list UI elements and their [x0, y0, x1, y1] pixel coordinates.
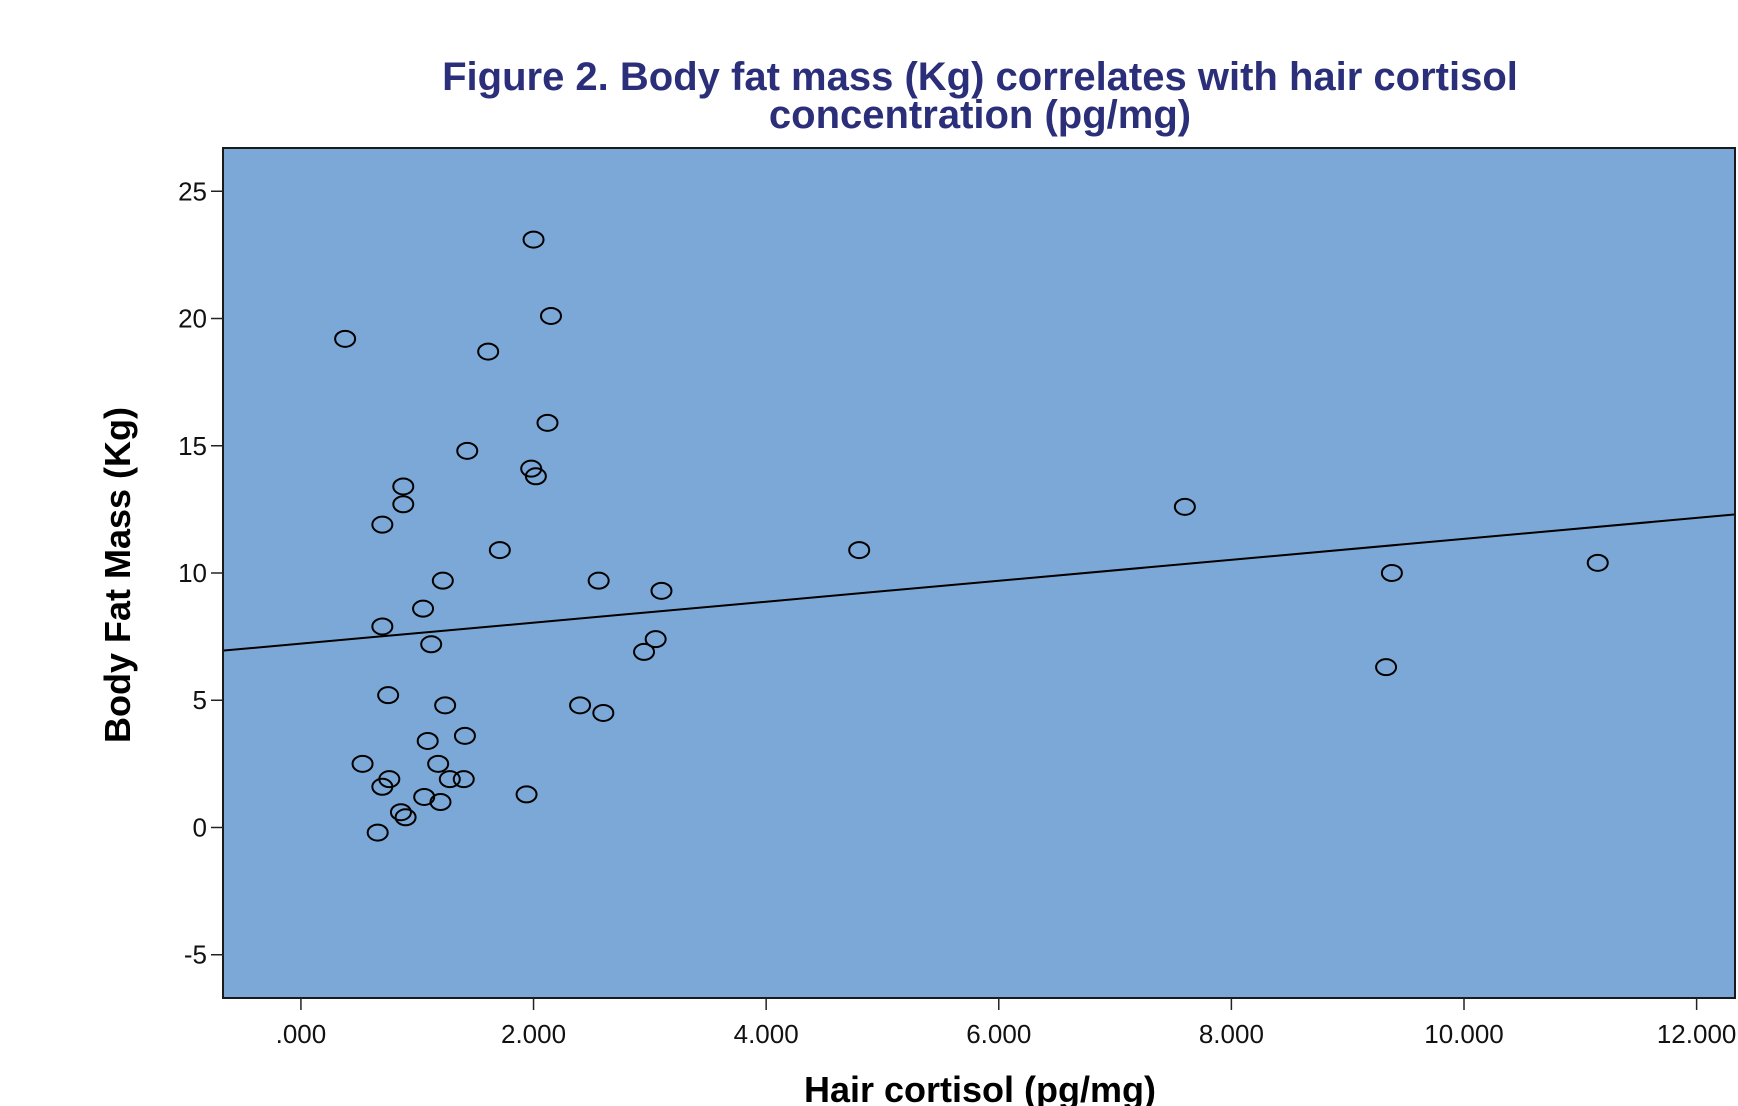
data-point: [1173, 497, 1196, 516]
data-point: [1586, 553, 1609, 572]
data-point: [524, 467, 547, 486]
data-point: [392, 477, 415, 496]
y-tick-label: 25: [178, 176, 207, 206]
data-point: [371, 515, 394, 534]
chart-title-line-2: concentration (pg/mg): [769, 93, 1191, 137]
x-tick-label: 8.000: [1199, 1019, 1264, 1049]
data-point: [427, 754, 450, 773]
chart-title-line-1: Figure 2. Body fat mass (Kg) correlates …: [442, 55, 1518, 99]
data-point: [392, 495, 415, 514]
data-point: [456, 441, 479, 460]
data-point: [378, 770, 401, 789]
x-tick-label: 12.000: [1657, 1019, 1737, 1049]
data-point: [644, 630, 667, 649]
data-point: [536, 413, 559, 432]
data-point: [394, 808, 417, 827]
data-point: [633, 642, 656, 661]
data-point: [389, 803, 412, 822]
data-point: [438, 770, 461, 789]
y-tick-label: 0: [193, 812, 207, 842]
plot-area: [222, 147, 1736, 999]
data-point: [1380, 564, 1403, 582]
data-point: [420, 635, 443, 654]
y-tick-label: 20: [178, 304, 207, 334]
data-point: [416, 731, 439, 750]
data-point: [351, 754, 374, 773]
data-point: [429, 793, 452, 812]
y-axis-title: Body Fat Mass (Kg): [97, 407, 138, 743]
data-point: [431, 571, 454, 590]
regression-line: [224, 513, 1734, 652]
data-point: [522, 230, 545, 249]
x-tick-label: 4.000: [734, 1019, 799, 1049]
x-tick-label: .000: [276, 1019, 327, 1049]
data-point: [569, 696, 592, 715]
data-point: [587, 571, 610, 590]
y-axis: -5 0 5 10 15 20 25: [178, 176, 223, 970]
y-tick-label: -5: [184, 940, 207, 970]
x-axis-title: Hair cortisol (pg/mg): [804, 1069, 1156, 1106]
data-point: [848, 541, 871, 560]
data-point: [515, 785, 538, 804]
x-tick-label: 6.000: [966, 1019, 1031, 1049]
x-tick-label: 10.000: [1424, 1019, 1504, 1049]
data-point: [452, 770, 475, 789]
y-tick-label: 15: [178, 431, 207, 461]
data-point: [371, 617, 394, 636]
data-point: [453, 726, 476, 745]
data-point: [366, 823, 389, 842]
data-point: [592, 703, 615, 722]
data-point: [539, 306, 562, 325]
data-point: [334, 329, 357, 348]
data-point: [377, 686, 400, 705]
y-tick-label: 10: [178, 558, 207, 588]
data-point: [488, 541, 511, 560]
data-point: [1375, 658, 1398, 677]
data-point: [412, 599, 435, 618]
x-axis: .000 2.000 4.000 6.000 8.000 10.000 12.000: [276, 998, 1737, 1049]
y-tick-label: 5: [193, 685, 207, 715]
x-tick-label: 2.000: [501, 1019, 566, 1049]
data-point: [434, 696, 457, 715]
data-points: [334, 230, 1609, 842]
data-point: [477, 342, 500, 361]
data-point: [650, 581, 673, 600]
